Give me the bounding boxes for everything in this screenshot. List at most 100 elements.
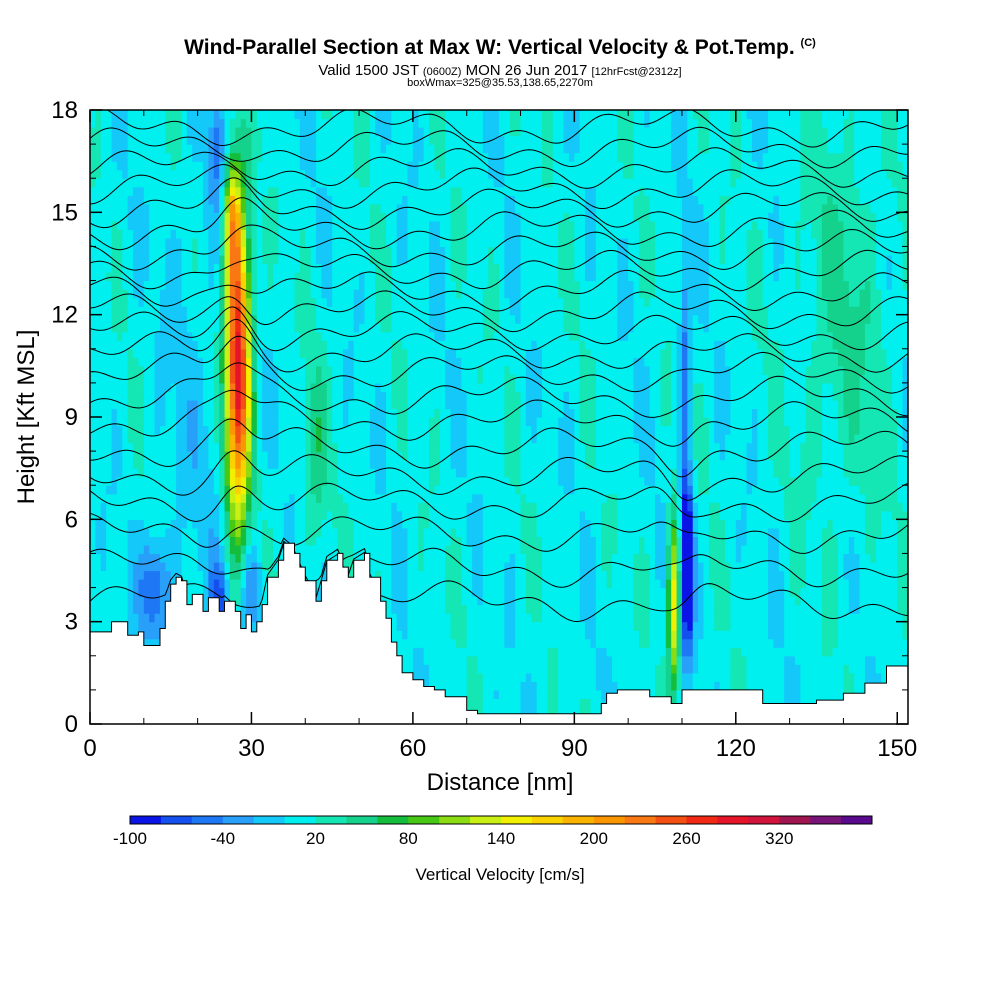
field-cell: [369, 314, 376, 324]
field-cell: [224, 118, 231, 128]
field-cell: [461, 570, 468, 580]
field-cell: [133, 280, 140, 290]
field-cell: [95, 485, 102, 495]
field-cell: [439, 254, 446, 265]
field-cell: [407, 289, 414, 299]
field-cell: [116, 579, 123, 589]
field-cell: [434, 144, 441, 154]
field-cell: [154, 604, 161, 614]
field-cell: [418, 417, 425, 427]
field-cell: [369, 527, 376, 537]
field-cell: [412, 237, 419, 248]
field-cell: [240, 527, 247, 537]
field-cell: [445, 169, 452, 179]
field-cell: [450, 391, 457, 401]
field-cell: [380, 374, 387, 384]
field-cell: [95, 348, 102, 358]
field-cell: [305, 212, 312, 222]
field-cell: [439, 425, 446, 435]
field-cell: [181, 314, 188, 324]
field-cell: [364, 331, 371, 341]
field-cell: [235, 161, 242, 171]
field-cell: [138, 459, 145, 469]
field-cell: [321, 203, 328, 213]
field-cell: [246, 272, 253, 282]
field-cell: [434, 306, 441, 316]
field-cell: [455, 425, 462, 435]
field-cell: [455, 297, 462, 307]
field-cell: [186, 331, 193, 341]
field-cell: [111, 519, 118, 529]
field-cell: [461, 544, 468, 555]
field-cell: [321, 365, 328, 375]
field-cell: [219, 263, 226, 273]
field-cell: [143, 237, 150, 248]
field-cell: [385, 144, 392, 154]
field-cell: [391, 331, 398, 341]
field-cell: [316, 374, 323, 384]
field-cell: [434, 161, 441, 171]
field-cell: [364, 314, 371, 324]
field-cell: [197, 587, 204, 597]
field-cell: [219, 144, 226, 154]
field-cell: [213, 357, 220, 367]
field-cell: [154, 331, 161, 341]
field-cell: [267, 485, 274, 495]
field-cell: [106, 391, 113, 401]
field-cell: [235, 493, 242, 503]
field-cell: [106, 323, 113, 333]
field-cell: [396, 536, 403, 546]
field-cell: [450, 459, 457, 469]
field-cell: [165, 203, 172, 213]
field-cell: [149, 195, 156, 205]
field-cell: [332, 203, 339, 213]
field-cell: [412, 442, 419, 452]
field-cell: [235, 203, 242, 213]
field-cell: [316, 272, 323, 282]
field-cell: [450, 570, 457, 580]
field-cell: [369, 382, 376, 393]
field-cell: [127, 237, 134, 248]
field-cell: [332, 272, 339, 282]
field-cell: [208, 527, 215, 537]
field-cell: [229, 502, 236, 512]
field-cell: [380, 169, 387, 179]
field-cell: [299, 254, 306, 265]
field-cell: [337, 476, 344, 486]
field-cell: [138, 110, 145, 120]
field-cell: [321, 459, 328, 469]
field-cell: [337, 314, 344, 324]
field-cell: [138, 434, 145, 444]
field-cell: [455, 519, 462, 529]
field-cell: [127, 220, 134, 230]
field-cell: [197, 365, 204, 375]
field-cell: [407, 570, 414, 580]
field-cell: [127, 110, 134, 120]
field-cell: [159, 246, 166, 256]
field-cell: [106, 621, 113, 631]
field-cell: [445, 297, 452, 307]
field-cell: [229, 519, 236, 529]
field-cell: [90, 579, 96, 589]
field-cell: [423, 510, 430, 520]
field-cell: [133, 254, 140, 265]
field-cell: [418, 135, 425, 145]
field-cell: [181, 195, 188, 205]
field-cell: [143, 110, 150, 120]
field-cell: [122, 195, 129, 205]
field-cell: [272, 314, 279, 324]
field-cell: [267, 331, 274, 341]
field-cell: [159, 527, 166, 537]
field-cell: [203, 272, 209, 282]
field-cell: [450, 399, 457, 410]
field-cell: [278, 161, 285, 171]
field-cell: [402, 152, 409, 162]
field-cell: [149, 272, 156, 282]
field-cell: [208, 579, 215, 589]
field-cell: [127, 399, 134, 410]
field-cell: [229, 323, 236, 333]
field-cell: [429, 553, 436, 563]
field-cell: [455, 672, 462, 682]
field-cell: [133, 468, 140, 478]
field-cell: [429, 306, 436, 316]
